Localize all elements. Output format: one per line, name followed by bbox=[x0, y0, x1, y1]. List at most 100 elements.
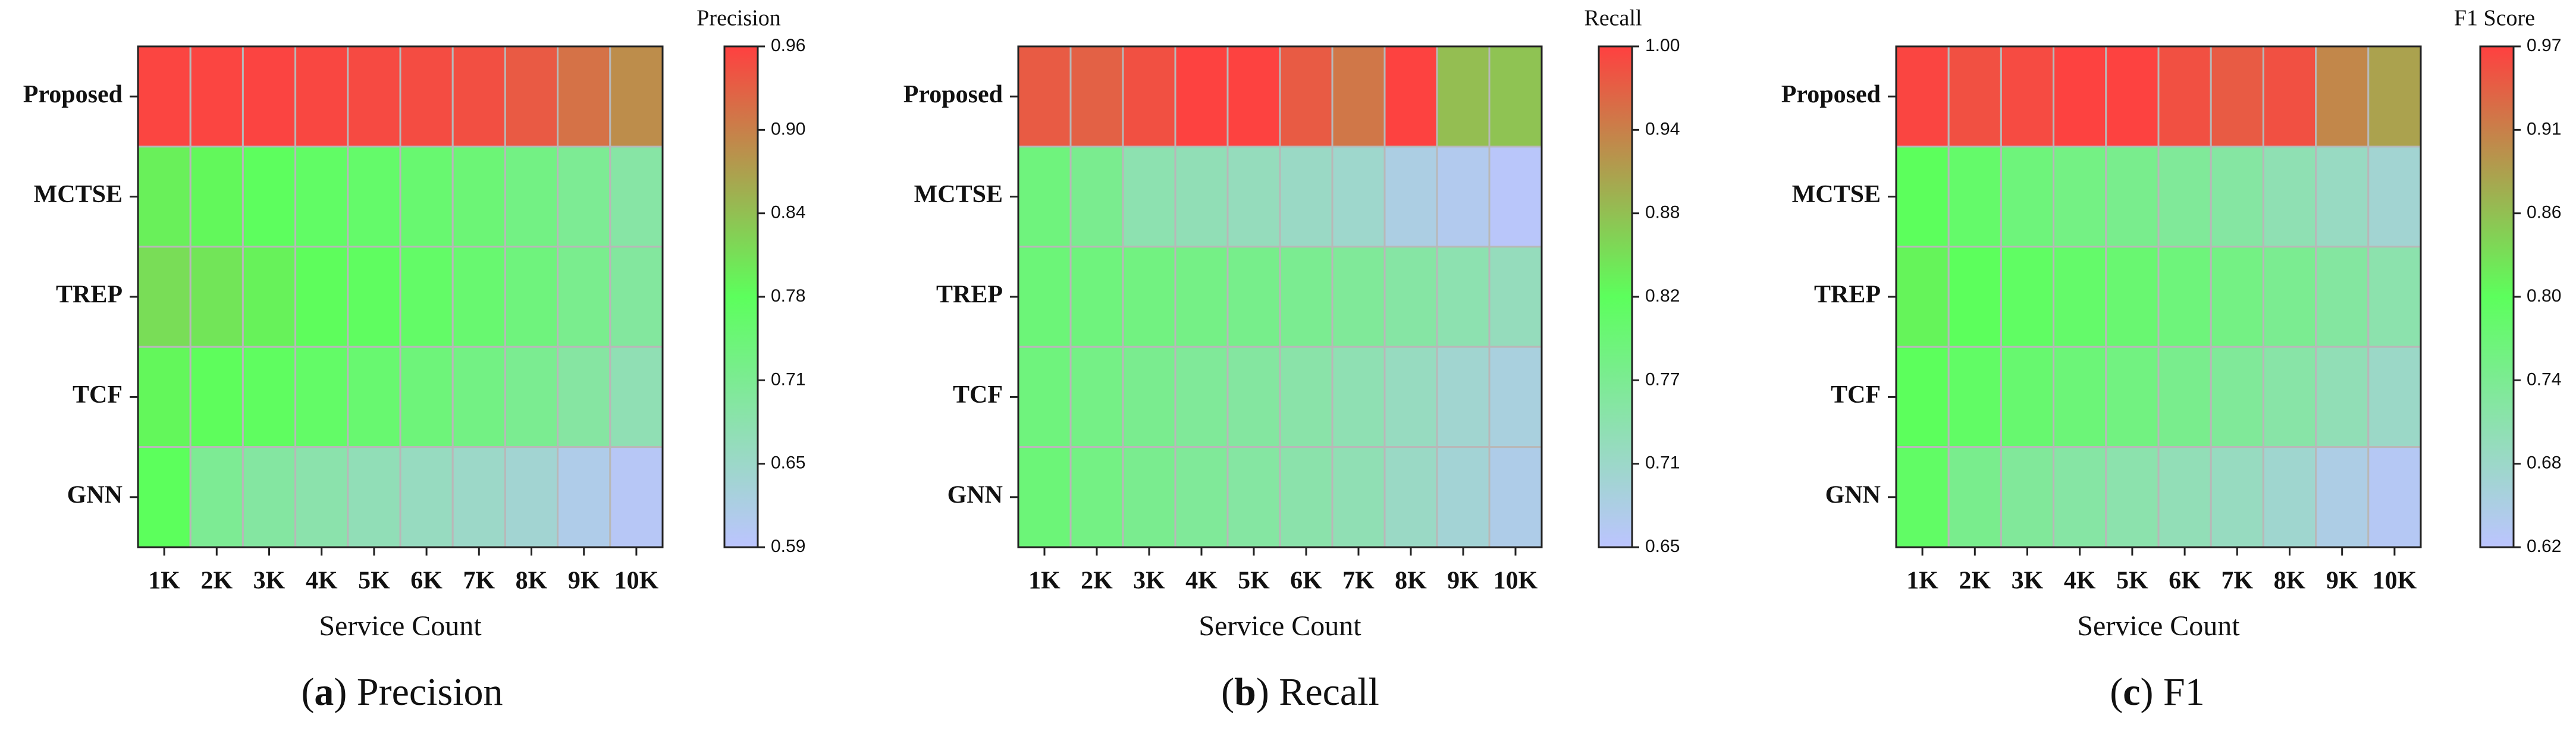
heatmap-cell bbox=[189, 346, 244, 448]
y-tick-label: Proposed bbox=[23, 81, 123, 108]
x-tick-label: 4K bbox=[1185, 567, 1218, 595]
colorbar-tick-label: 0.90 bbox=[771, 119, 805, 139]
heatmap-cell bbox=[347, 446, 401, 548]
y-tick-label: MCTSE bbox=[34, 181, 123, 208]
heatmap-cell bbox=[1383, 45, 1438, 148]
heatmap-cell bbox=[294, 346, 349, 448]
heatmap-cell bbox=[2315, 45, 2370, 148]
x-tick-label: 9K bbox=[2326, 567, 2358, 595]
heatmap-cell bbox=[241, 346, 297, 448]
panel-tag: c bbox=[2123, 670, 2140, 714]
heatmap-cell bbox=[2262, 446, 2317, 548]
heatmap-cell bbox=[399, 246, 454, 348]
heatmap-cell bbox=[1436, 145, 1491, 248]
colorbar-tick-label: 1.00 bbox=[1645, 36, 1680, 55]
x-tick-label: 1K bbox=[148, 567, 180, 595]
colorbar bbox=[2479, 45, 2515, 548]
heatmap-cell bbox=[347, 346, 401, 448]
heatmap-cell bbox=[2105, 346, 2160, 448]
x-tick-label: 7K bbox=[2221, 567, 2253, 595]
heatmap-cell bbox=[137, 145, 192, 248]
heatmap-cell bbox=[2157, 346, 2212, 448]
x-tick-label: 3K bbox=[1133, 567, 1165, 595]
heatmap-cell bbox=[1226, 145, 1281, 248]
heatmap-cell bbox=[1947, 446, 2002, 548]
x-tick-label: 10K bbox=[1493, 567, 1538, 595]
panel-caption-text: F1 bbox=[2163, 670, 2205, 714]
heatmap-cell bbox=[1383, 145, 1438, 248]
heatmap-cell bbox=[1069, 246, 1124, 348]
heatmap-cell bbox=[2210, 246, 2264, 348]
heatmap-cell bbox=[347, 145, 401, 248]
y-tick-label: TCF bbox=[73, 381, 123, 409]
heatmap-cell bbox=[609, 346, 664, 448]
heatmap-cell bbox=[557, 246, 611, 348]
heatmap-cell bbox=[451, 145, 506, 248]
heatmap-cell bbox=[451, 45, 506, 148]
heatmap-cell bbox=[557, 145, 611, 248]
heatmap-cell bbox=[399, 145, 454, 248]
x-tick-label: 9K bbox=[1447, 567, 1479, 595]
heatmap-cell bbox=[241, 246, 297, 348]
heatmap-cell bbox=[1226, 346, 1281, 448]
x-tick-label: 4K bbox=[2064, 567, 2096, 595]
heatmap-cell bbox=[504, 346, 559, 448]
heatmap-cell bbox=[1174, 346, 1229, 448]
colorbar-tick-label: 0.65 bbox=[1645, 537, 1680, 556]
colorbar-tick-label: 0.71 bbox=[771, 369, 805, 389]
heatmap-cell bbox=[1436, 446, 1491, 548]
heatmap-cell bbox=[2105, 446, 2160, 548]
heatmap-cell bbox=[2157, 446, 2212, 548]
heatmap-cell bbox=[2210, 346, 2264, 448]
x-tick-label: 8K bbox=[1395, 567, 1427, 595]
x-tick-label: 5K bbox=[1238, 567, 1270, 595]
x-axis-label: Service Count bbox=[1198, 610, 1361, 642]
heatmap-cell bbox=[2000, 45, 2055, 148]
heatmap-cell bbox=[347, 45, 401, 148]
heatmap-cell bbox=[1947, 246, 2002, 348]
heatmap-cell bbox=[2053, 446, 2107, 548]
heatmap-cell bbox=[2053, 45, 2107, 148]
heatmap-cell bbox=[1017, 45, 1072, 148]
x-tick-label: 2K bbox=[200, 567, 233, 595]
heatmap-cell bbox=[504, 45, 559, 148]
y-tick-label: TREP bbox=[936, 281, 1003, 309]
colorbar-tick-label: 0.71 bbox=[1645, 453, 1680, 473]
colorbar-tick-label: 0.78 bbox=[771, 286, 805, 306]
heatmap-cell bbox=[1947, 45, 2002, 148]
heatmap-cell bbox=[2210, 45, 2264, 148]
y-tick-label: MCTSE bbox=[1792, 181, 1881, 208]
x-tick-label: 8K bbox=[516, 567, 548, 595]
x-tick-label: 10K bbox=[614, 567, 659, 595]
x-tick-label: 1K bbox=[1028, 567, 1060, 595]
heatmap-cell bbox=[2105, 246, 2160, 348]
heatmap-cell bbox=[1947, 346, 2002, 448]
heatmap-cell bbox=[241, 45, 297, 148]
heatmap-cell bbox=[1017, 145, 1072, 248]
heatmap-cell bbox=[1436, 246, 1491, 348]
heatmap-cell bbox=[2157, 145, 2212, 248]
heatmap-cell bbox=[1174, 446, 1229, 548]
x-tick-label: 8K bbox=[2274, 567, 2306, 595]
x-axis-label: Service Count bbox=[319, 610, 482, 642]
x-tick-label: 2K bbox=[1081, 567, 1113, 595]
colorbar-title: Precision bbox=[696, 6, 780, 31]
colorbar-tick-label: 0.91 bbox=[2527, 119, 2561, 139]
heatmap-cell bbox=[2105, 45, 2160, 148]
panel-caption: (a) Precision bbox=[301, 670, 503, 714]
heatmap-cell bbox=[2000, 246, 2055, 348]
heatmap-cell bbox=[189, 145, 244, 248]
heatmap-cell bbox=[451, 446, 506, 548]
heatmap-cell bbox=[2000, 145, 2055, 248]
x-tick-label: 6K bbox=[2169, 567, 2201, 595]
heatmap-cell bbox=[1279, 346, 1334, 448]
x-tick-label: 1K bbox=[1906, 567, 1938, 595]
heatmap-cell bbox=[2053, 346, 2107, 448]
panel-caption: (c) F1 bbox=[2110, 670, 2204, 714]
heatmap-cell bbox=[2210, 446, 2264, 548]
colorbar-tick-label: 0.65 bbox=[771, 453, 805, 473]
heatmap-cell bbox=[504, 145, 559, 248]
heatmap-cell bbox=[1069, 446, 1124, 548]
x-tick-label: 3K bbox=[253, 567, 285, 595]
heatmap-cell bbox=[1383, 446, 1438, 548]
